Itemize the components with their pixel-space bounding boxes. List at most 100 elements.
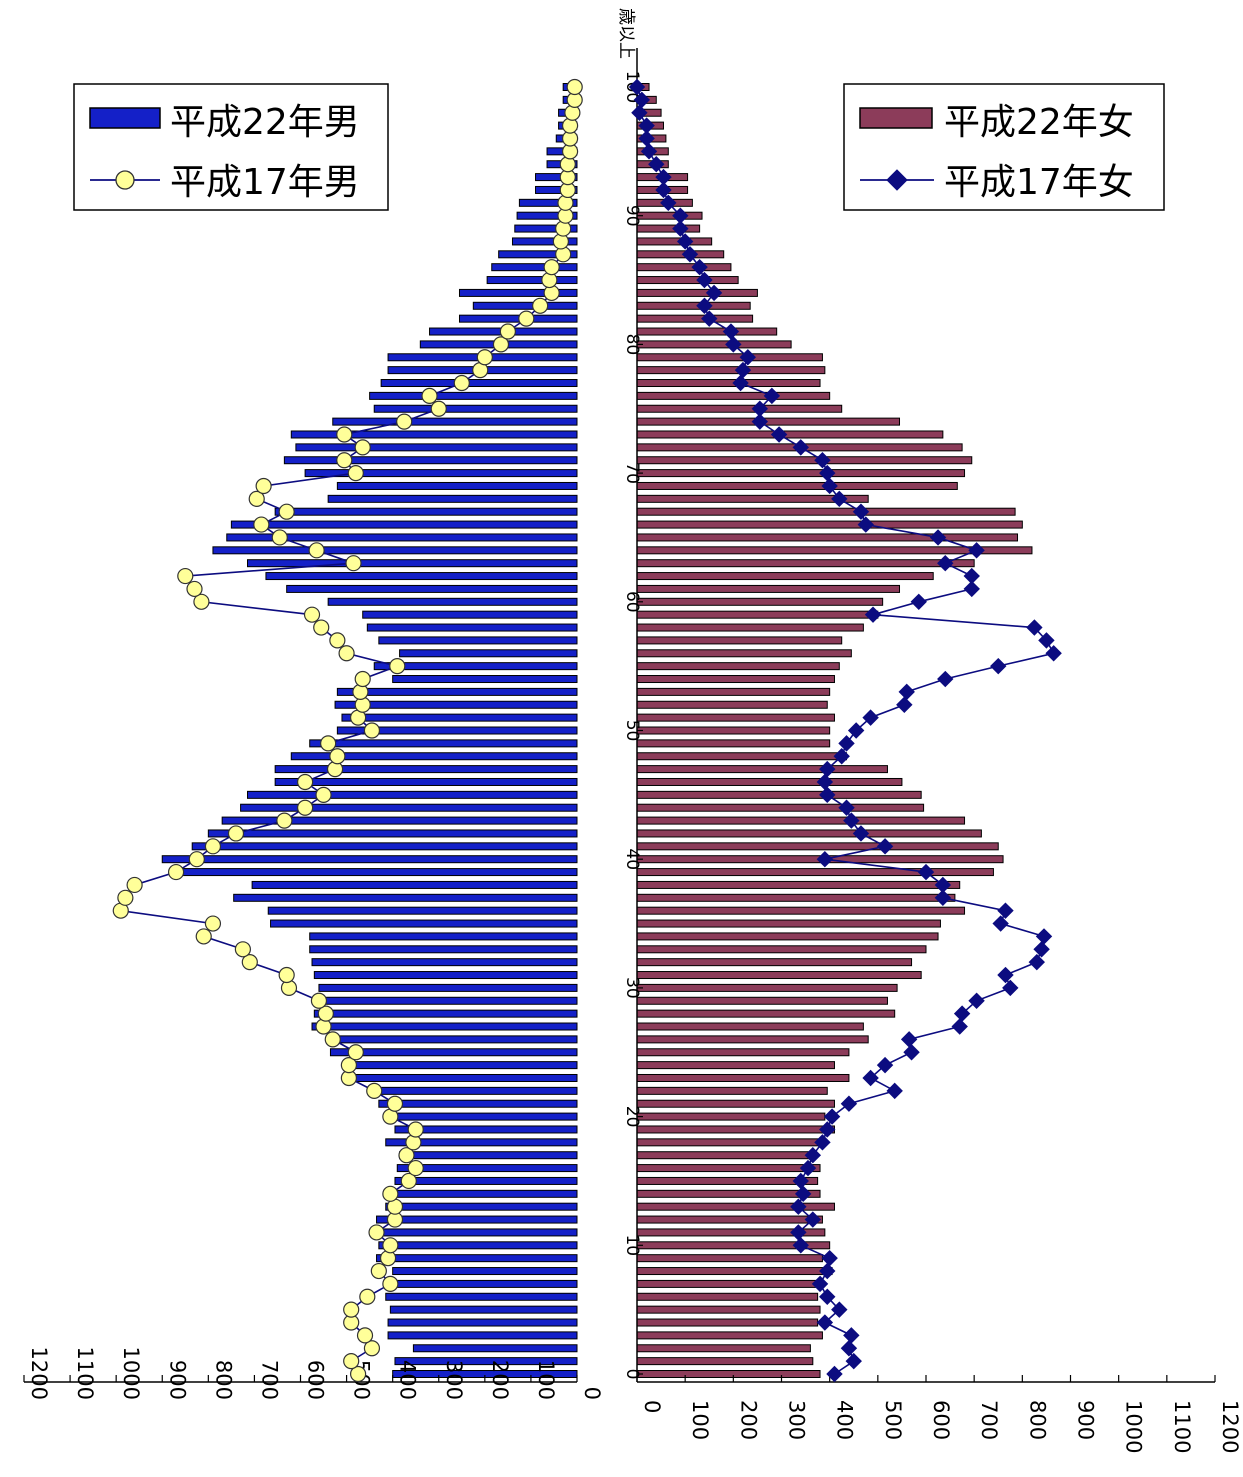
male-2005-point [359,1288,376,1305]
male-2005-point [382,1237,399,1254]
female-2005-point [804,1147,822,1164]
female-2010-bar [636,327,778,336]
female-2005-point [751,413,769,430]
female-2005-point [705,284,723,302]
female-2005-point [929,529,947,546]
female-2010-bar [636,507,1016,516]
male-x-tick-label: 1000 [119,1347,143,1400]
female-2010-bar [636,829,982,838]
female-2010-bar [636,1331,823,1340]
male-2010-bar [380,379,578,388]
female-2010-bar [636,816,966,825]
female-2005-point [1038,632,1055,649]
male-2010-bar [389,1305,578,1314]
male-2010-bar [313,971,578,980]
female-2010-bar [636,1035,869,1044]
female-2005-point [833,748,850,765]
male-2005-point [315,786,332,803]
male-2010-bar [318,983,578,992]
female-2010-bar [636,379,821,388]
female-2010-bar [636,803,925,812]
male-2010-bar [486,276,578,285]
male-2010-bar [385,1189,578,1198]
female-2005-point [681,246,699,263]
male-2010-bar [267,906,578,915]
male-2010-bar [180,868,578,877]
female-2010-bar [636,559,975,568]
female-2005-point [734,361,752,379]
male-2010-bar [378,636,578,645]
male-2005-point [303,606,321,623]
male-x-tick-label: 1200 [27,1347,51,1400]
male-2005-point [354,439,371,456]
male-x-tick-label: 600 [304,1360,328,1400]
male-2005-point [177,567,194,585]
female-2005-point [640,143,658,160]
male-2010-bar [341,713,578,722]
female-2005-point [696,271,713,289]
female-2005-point [751,400,769,417]
male-2005-point [167,863,185,881]
female-2010-bars [636,83,1033,1378]
male-2010-bar [392,1267,578,1276]
male-2010-bar [336,726,578,735]
male-2005-point [320,735,337,752]
female-2005-point [910,593,927,611]
female-2010-bar [636,726,831,735]
male-2010-bar [516,211,578,220]
male-2010-bar [332,417,578,426]
male-2010-bar [336,687,578,696]
male-2005-point [386,1095,404,1112]
female-2010-bar [636,790,922,799]
male-2005-point [382,1275,399,1293]
male-2010-bar [389,1279,578,1288]
female-2010-bar [636,1305,821,1314]
male-2010-bar [240,803,578,812]
female-2005-point [1026,619,1043,636]
female-2005-point [638,130,655,147]
female-2010-bar [636,700,828,709]
female-2010-bar [636,340,792,349]
female-2010-bar [636,636,843,645]
female-2010-bar [636,623,864,632]
female-2010-bar [636,520,1023,529]
male-2010-bar [458,288,578,297]
female-2010-bar [636,1215,823,1224]
female-2005-point [691,258,708,276]
male-2010-bar [265,572,578,581]
male-2005-point [343,1353,360,1370]
female-2005-point [831,490,848,508]
male-2010-bar [472,301,578,310]
female-2005-point [840,1340,858,1357]
male-2005-point [421,387,438,404]
female-2010-bar [636,1164,821,1173]
female-2010-bar [636,1061,835,1070]
female-2010-bar [636,211,703,220]
female-2005-point [792,1172,809,1190]
male-2005-point [476,349,493,366]
female-2005-point [648,156,665,173]
male-2005-point [186,580,203,598]
male-2005-point [253,516,270,533]
female-2010-bar [636,1086,828,1095]
male-2010-bar [207,829,578,838]
male-2005-point [407,1159,424,1177]
male-2005-point [336,426,353,443]
female-x-tick-label: 100 [688,1400,712,1440]
male-2010-bar [304,469,578,478]
male-2010-bar [369,391,578,400]
female-2010-bar [636,237,713,246]
male-2010-bar [350,1061,578,1070]
female-2010-bar [636,752,848,761]
male-2010-bar [366,623,578,632]
female-2010-bar [636,675,835,684]
female-2010-bar [636,301,751,310]
female-2005-point [819,1121,836,1138]
female-2005-point [633,91,651,109]
female-x-tick-label: 500 [881,1400,905,1440]
male-2010-bar [309,945,578,954]
female-2005-point [898,683,915,701]
female-2010-bar [636,1022,864,1031]
female-2010-bar [636,739,831,748]
male-2005-point [398,1147,415,1164]
